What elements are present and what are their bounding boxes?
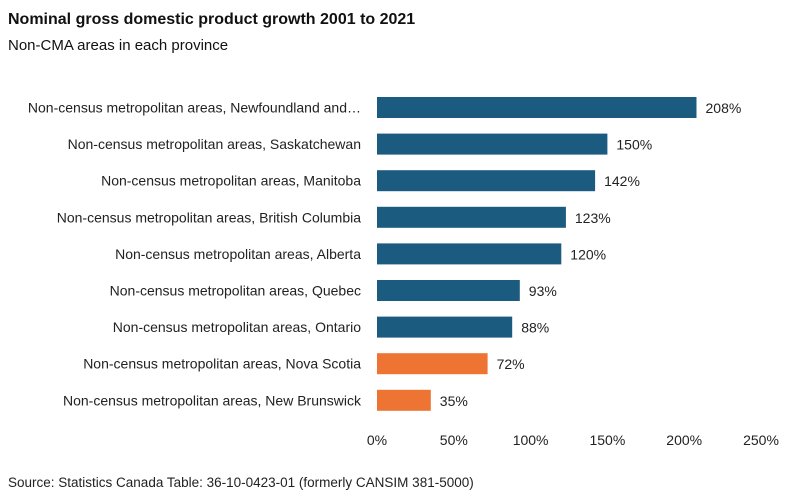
bar-5: [377, 243, 562, 265]
bar-7: [377, 316, 513, 338]
bar-4: [377, 206, 566, 228]
x-tick-label: 100%: [513, 432, 549, 448]
value-label: 150%: [616, 137, 652, 153]
bars-group: [377, 97, 697, 411]
value-label: 93%: [529, 283, 557, 299]
chart-subtitle: Non-CMA areas in each province: [8, 37, 229, 54]
value-label: 142%: [604, 173, 640, 189]
value-label: 120%: [570, 246, 606, 262]
bar-2: [377, 133, 608, 155]
x-tick-label: 50%: [440, 432, 468, 448]
bar-3: [377, 170, 596, 192]
x-tick-label: 150%: [589, 432, 625, 448]
category-label: Non-census metropolitan areas, Ontario: [113, 319, 361, 335]
value-label: 123%: [575, 210, 611, 226]
bar-1: [377, 97, 697, 118]
category-labels: Non-census metropolitan areas, Newfoundl…: [28, 100, 362, 409]
value-labels: 208% 150% 142% 123% 120% 93% 88% 72% 35%: [440, 100, 742, 409]
chart-title: Nominal gross domestic product growth 20…: [8, 11, 416, 28]
value-label: 88%: [521, 320, 549, 336]
x-tick-label: 250%: [743, 432, 779, 448]
category-label: Non-census metropolitan areas, Newfoundl…: [28, 100, 361, 116]
value-label: 35%: [440, 393, 468, 409]
bar-9: [377, 389, 431, 411]
x-tick-label: 0%: [367, 432, 387, 448]
category-label: Non-census metropolitan areas, Quebec: [110, 283, 361, 299]
category-label: Non-census metropolitan areas, British C…: [57, 209, 361, 225]
source-note: Source: Statistics Canada Table: 36-10-0…: [8, 475, 474, 490]
category-label: Non-census metropolitan areas, Saskatche…: [68, 136, 361, 152]
value-label: 208%: [706, 100, 742, 116]
value-label: 72%: [497, 356, 525, 372]
x-axis-ticks: 0% 50% 100% 150% 200% 250%: [367, 432, 779, 448]
bar-chart: Non-census metropolitan areas, Newfoundl…: [28, 97, 779, 448]
category-label: Non-census metropolitan areas, Alberta: [115, 246, 361, 262]
bar-6: [377, 280, 520, 301]
bar-8: [377, 353, 488, 375]
category-label: Non-census metropolitan areas, New Bruns…: [63, 392, 362, 408]
category-label: Non-census metropolitan areas, Nova Scot…: [83, 356, 361, 372]
x-tick-label: 200%: [666, 432, 702, 448]
category-label: Non-census metropolitan areas, Manitoba: [101, 173, 361, 189]
